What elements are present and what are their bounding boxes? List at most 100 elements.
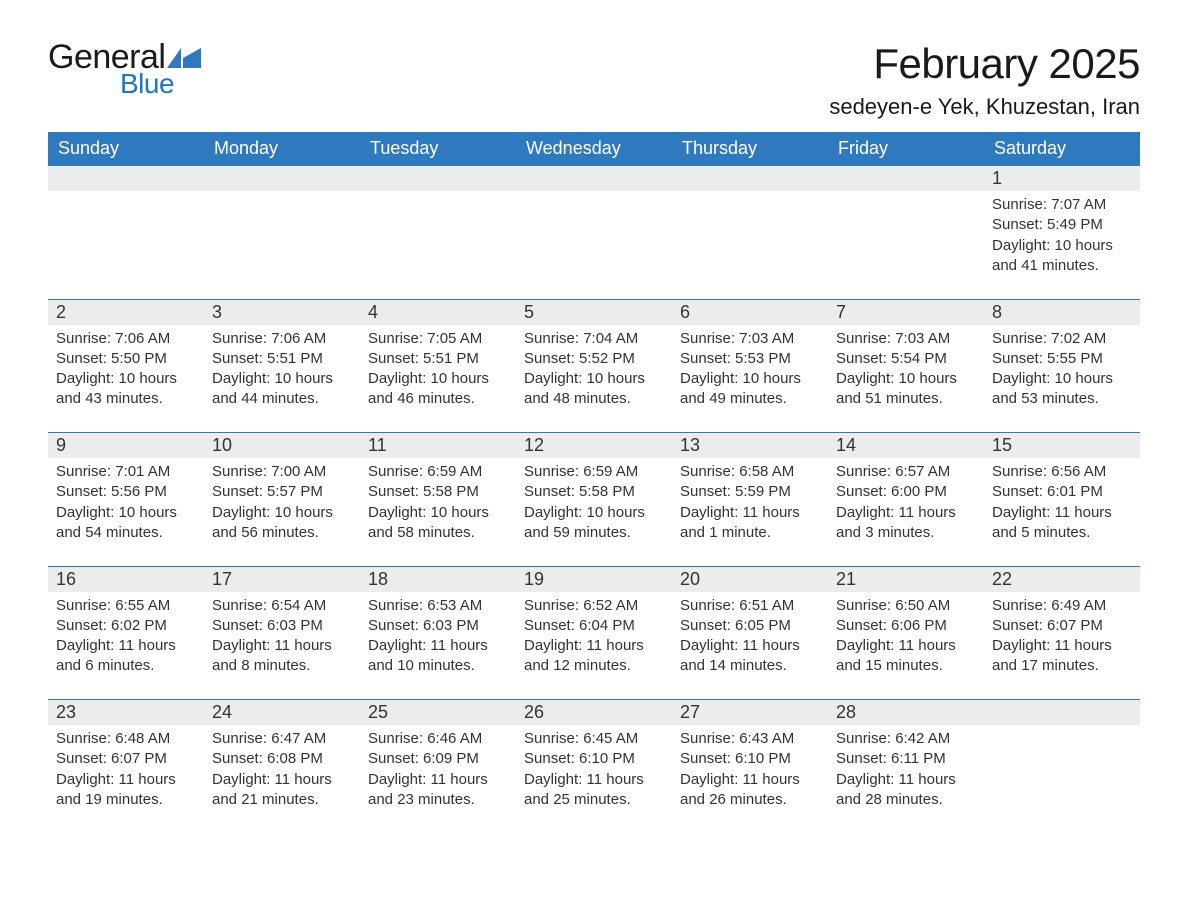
- day-body-cell: Sunrise: 6:46 AMSunset: 6:09 PMDaylight:…: [360, 725, 516, 833]
- sunset-text: Sunset: 5:58 PM: [368, 482, 508, 502]
- sunset-text: Sunset: 5:51 PM: [212, 349, 352, 369]
- daylight-text: Daylight: 11 hours and 12 minutes.: [524, 636, 664, 677]
- sunset-text: Sunset: 6:09 PM: [368, 749, 508, 769]
- day-body-cell: Sunrise: 6:42 AMSunset: 6:11 PMDaylight:…: [828, 725, 984, 833]
- day-number-row: 9101112131415: [48, 433, 1140, 459]
- weekday-header: Tuesday: [360, 132, 516, 166]
- day-body-cell: Sunrise: 6:58 AMSunset: 5:59 PMDaylight:…: [672, 458, 828, 566]
- title-block: February 2025 sedeyen-e Yek, Khuzestan, …: [829, 40, 1140, 120]
- sunrise-text: Sunrise: 7:04 AM: [524, 329, 664, 349]
- day-number-cell: [360, 166, 516, 192]
- day-number-cell: [672, 166, 828, 192]
- sunset-text: Sunset: 5:49 PM: [992, 215, 1132, 235]
- day-number-cell: [828, 166, 984, 192]
- day-body-cell: [984, 725, 1140, 833]
- daylight-text: Daylight: 10 hours and 54 minutes.: [56, 503, 196, 544]
- sunset-text: Sunset: 6:04 PM: [524, 616, 664, 636]
- daylight-text: Daylight: 11 hours and 17 minutes.: [992, 636, 1132, 677]
- sunrise-text: Sunrise: 6:48 AM: [56, 729, 196, 749]
- day-body-cell: Sunrise: 6:54 AMSunset: 6:03 PMDaylight:…: [204, 592, 360, 700]
- sunset-text: Sunset: 6:07 PM: [992, 616, 1132, 636]
- weekday-header-row: Sunday Monday Tuesday Wednesday Thursday…: [48, 132, 1140, 166]
- day-number-cell: 12: [516, 433, 672, 459]
- sunrise-text: Sunrise: 6:57 AM: [836, 462, 976, 482]
- sunrise-text: Sunrise: 6:51 AM: [680, 596, 820, 616]
- day-number-cell: 5: [516, 299, 672, 325]
- sunrise-text: Sunrise: 6:55 AM: [56, 596, 196, 616]
- day-body-cell: Sunrise: 7:03 AMSunset: 5:53 PMDaylight:…: [672, 325, 828, 433]
- day-body-cell: Sunrise: 6:49 AMSunset: 6:07 PMDaylight:…: [984, 592, 1140, 700]
- daylight-text: Daylight: 10 hours and 44 minutes.: [212, 369, 352, 410]
- day-body-cell: [48, 191, 204, 299]
- sunset-text: Sunset: 5:54 PM: [836, 349, 976, 369]
- daylight-text: Daylight: 11 hours and 14 minutes.: [680, 636, 820, 677]
- header-row: General Blue February 2025 sedeyen-e Yek…: [48, 40, 1140, 120]
- sunrise-text: Sunrise: 6:47 AM: [212, 729, 352, 749]
- day-body-cell: Sunrise: 7:01 AMSunset: 5:56 PMDaylight:…: [48, 458, 204, 566]
- day-number-row: 1: [48, 166, 1140, 192]
- sunrise-text: Sunrise: 6:46 AM: [368, 729, 508, 749]
- day-body-cell: Sunrise: 6:48 AMSunset: 6:07 PMDaylight:…: [48, 725, 204, 833]
- day-body-cell: Sunrise: 7:00 AMSunset: 5:57 PMDaylight:…: [204, 458, 360, 566]
- sunrise-text: Sunrise: 7:07 AM: [992, 195, 1132, 215]
- sunrise-text: Sunrise: 6:45 AM: [524, 729, 664, 749]
- sunset-text: Sunset: 6:11 PM: [836, 749, 976, 769]
- weekday-header: Monday: [204, 132, 360, 166]
- day-number-cell: 8: [984, 299, 1140, 325]
- sunset-text: Sunset: 6:08 PM: [212, 749, 352, 769]
- sunset-text: Sunset: 5:51 PM: [368, 349, 508, 369]
- daylight-text: Daylight: 11 hours and 5 minutes.: [992, 503, 1132, 544]
- day-number-cell: 28: [828, 700, 984, 726]
- sunset-text: Sunset: 6:10 PM: [680, 749, 820, 769]
- daylight-text: Daylight: 10 hours and 56 minutes.: [212, 503, 352, 544]
- sunrise-text: Sunrise: 6:56 AM: [992, 462, 1132, 482]
- day-number-cell: 7: [828, 299, 984, 325]
- day-number-cell: 24: [204, 700, 360, 726]
- daylight-text: Daylight: 10 hours and 49 minutes.: [680, 369, 820, 410]
- day-number-cell: 17: [204, 566, 360, 592]
- sunrise-text: Sunrise: 6:52 AM: [524, 596, 664, 616]
- day-body-cell: Sunrise: 6:59 AMSunset: 5:58 PMDaylight:…: [360, 458, 516, 566]
- day-body-row: Sunrise: 7:01 AMSunset: 5:56 PMDaylight:…: [48, 458, 1140, 566]
- calendar-table: Sunday Monday Tuesday Wednesday Thursday…: [48, 132, 1140, 833]
- sunset-text: Sunset: 5:52 PM: [524, 349, 664, 369]
- sunrise-text: Sunrise: 7:00 AM: [212, 462, 352, 482]
- day-body-row: Sunrise: 6:55 AMSunset: 6:02 PMDaylight:…: [48, 592, 1140, 700]
- day-number-cell: [204, 166, 360, 192]
- month-title: February 2025: [829, 40, 1140, 88]
- daylight-text: Daylight: 11 hours and 25 minutes.: [524, 770, 664, 811]
- sunrise-text: Sunrise: 7:06 AM: [212, 329, 352, 349]
- day-number-row: 232425262728: [48, 700, 1140, 726]
- daylight-text: Daylight: 11 hours and 15 minutes.: [836, 636, 976, 677]
- logo-text-blue: Blue: [120, 70, 201, 98]
- day-body-row: Sunrise: 6:48 AMSunset: 6:07 PMDaylight:…: [48, 725, 1140, 833]
- sunset-text: Sunset: 5:53 PM: [680, 349, 820, 369]
- day-number-cell: 22: [984, 566, 1140, 592]
- day-body-cell: [360, 191, 516, 299]
- sunrise-text: Sunrise: 6:49 AM: [992, 596, 1132, 616]
- daylight-text: Daylight: 11 hours and 23 minutes.: [368, 770, 508, 811]
- daylight-text: Daylight: 11 hours and 19 minutes.: [56, 770, 196, 811]
- sunset-text: Sunset: 6:00 PM: [836, 482, 976, 502]
- sunrise-text: Sunrise: 7:01 AM: [56, 462, 196, 482]
- day-number-cell: 1: [984, 166, 1140, 192]
- day-body-cell: Sunrise: 6:52 AMSunset: 6:04 PMDaylight:…: [516, 592, 672, 700]
- daylight-text: Daylight: 11 hours and 26 minutes.: [680, 770, 820, 811]
- day-body-cell: Sunrise: 6:45 AMSunset: 6:10 PMDaylight:…: [516, 725, 672, 833]
- day-number-cell: [48, 166, 204, 192]
- sunset-text: Sunset: 6:03 PM: [212, 616, 352, 636]
- day-number-row: 2345678: [48, 299, 1140, 325]
- daylight-text: Daylight: 11 hours and 8 minutes.: [212, 636, 352, 677]
- daylight-text: Daylight: 11 hours and 6 minutes.: [56, 636, 196, 677]
- sunset-text: Sunset: 6:01 PM: [992, 482, 1132, 502]
- sunrise-text: Sunrise: 7:03 AM: [680, 329, 820, 349]
- day-body-cell: Sunrise: 7:02 AMSunset: 5:55 PMDaylight:…: [984, 325, 1140, 433]
- day-body-cell: Sunrise: 6:43 AMSunset: 6:10 PMDaylight:…: [672, 725, 828, 833]
- sunset-text: Sunset: 6:06 PM: [836, 616, 976, 636]
- day-body-cell: Sunrise: 7:06 AMSunset: 5:51 PMDaylight:…: [204, 325, 360, 433]
- day-number-cell: 2: [48, 299, 204, 325]
- day-number-cell: 26: [516, 700, 672, 726]
- daylight-text: Daylight: 10 hours and 53 minutes.: [992, 369, 1132, 410]
- daylight-text: Daylight: 11 hours and 28 minutes.: [836, 770, 976, 811]
- day-body-cell: [516, 191, 672, 299]
